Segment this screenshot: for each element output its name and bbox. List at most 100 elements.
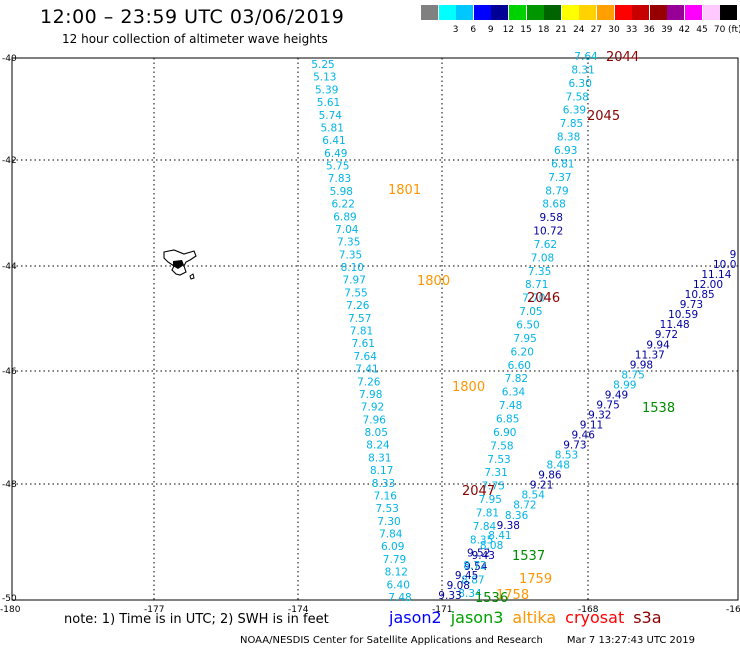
legend-label: 70 <box>713 25 726 35</box>
swh-observations: 5.255.135.395.615.745.816.416.495.757.83… <box>311 51 736 604</box>
swh-value: 7.84 <box>473 521 497 533</box>
swh-value: 7.58 <box>490 440 513 452</box>
swh-value: 8.72 <box>513 500 536 512</box>
swh-value: 9.49 <box>605 389 628 401</box>
swh-value: 6.34 <box>502 387 526 399</box>
swh-value: 7.53 <box>487 454 510 466</box>
swh-value: 9.94 <box>646 339 670 351</box>
swh-value: 8.17 <box>370 465 393 477</box>
legend-swatch <box>438 5 456 20</box>
swh-value: 7.75 <box>482 481 505 493</box>
pass-time-label: 1759 <box>519 572 552 587</box>
swh-value: 6.93 <box>554 145 577 157</box>
legend-swatch <box>491 5 509 20</box>
lon-label: -171 <box>432 605 452 615</box>
swh-value: 7.41 <box>355 364 378 376</box>
swh-value: 7.57 <box>348 313 371 325</box>
swh-value: 11.48 <box>660 319 690 331</box>
pass-time-label: 1537 <box>512 549 545 564</box>
swh-value: 7.53 <box>376 503 399 515</box>
legend-swatch <box>649 5 667 20</box>
swh-value: 7.84 <box>379 529 403 541</box>
swh-value: 7.79 <box>383 554 406 566</box>
swh-value: 8.99 <box>613 379 636 391</box>
swh-value: 8.75 <box>621 369 644 381</box>
swh-value: 5.13 <box>313 72 336 84</box>
swh-value: 5.75 <box>326 161 349 173</box>
swh-value: 7.04 <box>335 224 359 236</box>
swh-value: 8.36 <box>505 510 529 522</box>
swh-value: 7.82 <box>505 373 528 385</box>
legend-label: 6 <box>470 25 477 35</box>
swh-value: 7.30 <box>377 516 400 528</box>
swh-value: 6.40 <box>387 579 410 591</box>
legend-label: 21 <box>555 25 567 35</box>
swh-value: 6.60 <box>508 360 531 372</box>
lat-label: -44 <box>2 262 17 272</box>
swh-value: 7.48 <box>388 592 411 604</box>
satellite-altika: altika <box>512 608 557 627</box>
island-icon <box>163 249 197 280</box>
legend-swatch <box>456 5 474 20</box>
legend-label: 9 <box>487 25 494 35</box>
lon-label: -16 <box>726 605 740 615</box>
legend-swatch <box>614 5 632 20</box>
swh-value: 8.35 <box>470 534 493 546</box>
swh-value: 5.81 <box>321 123 344 135</box>
legend-swatch <box>702 5 720 20</box>
swh-value: 7.64 <box>574 51 598 63</box>
lat-label: -40 <box>2 54 17 64</box>
legend-swatch <box>632 5 650 20</box>
legend-label: 36 <box>643 25 655 35</box>
swh-value: 6.81 <box>551 158 574 170</box>
swh-value: 7.16 <box>374 491 398 503</box>
pass-time-label: 1758 <box>496 588 529 603</box>
swh-value: 7.97 <box>343 275 366 287</box>
legend-swatch <box>685 5 702 20</box>
swh-value: 8.53 <box>555 450 578 462</box>
legend-swatch <box>561 5 579 20</box>
swh-value: 6.90 <box>493 427 516 439</box>
legend-label: 39 <box>661 25 673 35</box>
footnote: note: 1) Time is in UTC; 2) SWH is in fe… <box>64 612 329 627</box>
pass-time-label: 1800 <box>452 380 485 395</box>
swh-value: 7.64 <box>354 351 378 363</box>
pass-time-label: 1801 <box>388 183 421 198</box>
axis-labels: -40 -42 -44 -46 -48 -50-180 -177 -174 -171 -168 -1… <box>0 54 740 615</box>
swh-value: 7.37 <box>548 172 571 184</box>
swh-value: 7.62 <box>534 239 557 251</box>
legend-swatch <box>667 5 685 20</box>
swh-value: 6.50 <box>516 320 539 332</box>
swh-value: 7.61 <box>352 338 375 350</box>
swh-value: 8.31 <box>571 64 594 76</box>
swh-value: 6.20 <box>511 346 534 358</box>
swh-value: 9.58 <box>540 212 563 224</box>
swh-value: 8.10 <box>341 262 364 274</box>
swh-value: 9.08 <box>447 580 470 592</box>
swh-value: 9.32 <box>588 410 611 422</box>
map-frame <box>11 57 739 601</box>
swh-value: 8.33 <box>372 478 395 490</box>
swh-value: 7.83 <box>328 173 351 185</box>
legend-label: 24 <box>573 25 585 35</box>
pass-time-label: 1536 <box>475 591 508 606</box>
swh-value: 8.68 <box>542 199 565 211</box>
lon-label: -177 <box>144 605 164 615</box>
legend-swatch <box>579 5 597 20</box>
swh-value: 8.72 <box>463 560 486 572</box>
swh-value: 7.08 <box>531 252 554 264</box>
swh-value: 7.26 <box>346 300 370 312</box>
swh-value: 6.89 <box>333 211 356 223</box>
lat-label: -48 <box>2 480 17 490</box>
swh-value: 6.49 <box>324 148 347 160</box>
lat-label: -50 <box>2 594 17 604</box>
swh-value: 6.09 <box>381 541 404 553</box>
swh-value: 9.86 <box>538 470 562 482</box>
swh-value: 9.98 <box>630 359 653 371</box>
swh-value: 8.38 <box>557 132 580 144</box>
swh-value: 7.31 <box>484 467 507 479</box>
swh-value: 9.46 <box>572 430 596 442</box>
swh-value: 7.58 <box>566 91 589 103</box>
swh-value: 5.98 <box>330 186 353 198</box>
